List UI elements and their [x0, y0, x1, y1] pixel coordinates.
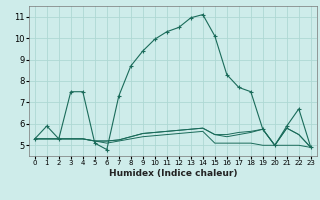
- X-axis label: Humidex (Indice chaleur): Humidex (Indice chaleur): [108, 169, 237, 178]
